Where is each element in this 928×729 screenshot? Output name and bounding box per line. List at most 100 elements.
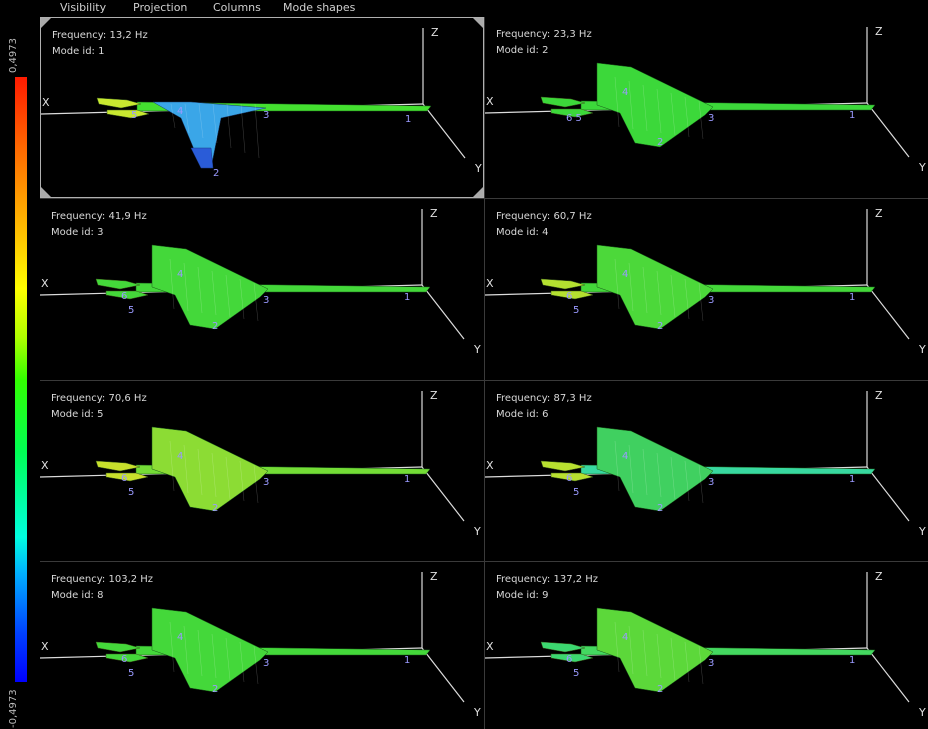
wing-grid-line xyxy=(253,464,259,504)
wing-grid-line xyxy=(656,270,662,316)
selection-corner-handle[interactable] xyxy=(41,187,51,197)
y-axis-label: Y xyxy=(918,525,926,538)
wing-grid-line xyxy=(197,448,203,496)
tail-upper-mesh xyxy=(540,641,586,653)
wing-grid-line xyxy=(684,96,690,138)
z-axis-label: Z xyxy=(430,570,438,583)
mode-panel[interactable]: X Z Y 6 5 4 3 1 2 Frequency: 23,3 Hz Mode id: 2 xyxy=(485,17,928,198)
wing-grid-line xyxy=(684,460,690,502)
wing-grid-line xyxy=(169,258,175,310)
node-label: 3 xyxy=(263,658,269,669)
x-axis-label: X xyxy=(41,459,49,472)
menu-bar: Visibility Projection Columns Mode shape… xyxy=(0,0,928,15)
wing-mesh xyxy=(596,244,714,330)
wing-grid-line xyxy=(184,103,190,134)
mode-shape-view: X Z Y 65 4 3 1 2 xyxy=(485,389,926,538)
wing-mesh xyxy=(596,62,714,148)
node-label: 6 xyxy=(121,291,127,302)
grid-divider xyxy=(40,380,928,381)
wing-grid-line xyxy=(670,637,676,681)
tail-lower-mesh xyxy=(106,109,150,119)
node-label: 1 xyxy=(404,655,410,666)
tail-upper-mesh xyxy=(540,460,586,472)
mode-shape-view: X Z Y 65 4 3 1 2 xyxy=(40,570,481,719)
mode-panel[interactable]: X Z Y 6 5 4 3 1 2 Frequency: 70,6 Hz Mode id: 5 xyxy=(40,381,484,562)
selection-corner-handle[interactable] xyxy=(473,18,483,28)
node-label: 3 xyxy=(708,113,714,124)
tail-lower-mesh xyxy=(550,472,594,482)
tail-upper-mesh xyxy=(540,96,586,108)
y-axis-label: Y xyxy=(474,162,482,175)
tail-upper-mesh xyxy=(540,278,586,290)
node-label: 4 xyxy=(622,632,628,643)
mode-shape-view: X Z Y 65 4 3 1 2 xyxy=(40,207,481,356)
node-label: 2 xyxy=(657,321,663,332)
tail-upper-mesh xyxy=(95,278,141,290)
mode-shape-view: X Z Y 5 4 3 1 2 xyxy=(41,26,482,179)
node-label: 1 xyxy=(849,292,855,303)
frequency-label: Frequency: 13,2 Hz xyxy=(52,30,148,41)
node-label: 3 xyxy=(263,295,269,306)
menu-columns[interactable]: Columns xyxy=(213,1,261,14)
selection-corner-handle[interactable] xyxy=(473,187,483,197)
y-axis-line xyxy=(422,103,466,159)
frequency-label: Frequency: 137,2 Hz xyxy=(496,574,599,585)
node-label: 3 xyxy=(708,295,714,306)
node-label: 2 xyxy=(213,168,219,179)
color-scale-bar xyxy=(15,77,27,682)
wing-grid-line xyxy=(642,629,648,677)
mode-id-label: Mode id: 3 xyxy=(51,227,104,238)
y-axis-line xyxy=(421,284,465,340)
wing-grid-line xyxy=(614,258,620,310)
node-label: 1 xyxy=(849,110,855,121)
mode-panel[interactable]: X Z Y 6 5 4 3 1 2 Frequency: 137,2 Hz Mode id: 9 xyxy=(485,562,928,729)
y-axis-label: Y xyxy=(918,161,926,174)
mode-panel[interactable]: X Z Y 5 4 3 1 2 Frequency: 13,2 Hz Mode id: 1 xyxy=(40,17,484,198)
mode-shape-view: X Z Y 65 4 3 1 2 xyxy=(485,570,926,719)
z-axis-label: Z xyxy=(431,26,439,39)
wing-grid-line xyxy=(169,440,175,492)
mode-id-label: Mode id: 5 xyxy=(51,409,104,420)
y-axis-label: Y xyxy=(918,706,926,719)
node-label: 3 xyxy=(708,658,714,669)
selection-corner-handle[interactable] xyxy=(41,18,51,28)
frequency-label: Frequency: 87,3 Hz xyxy=(496,393,592,404)
wing-grid-line xyxy=(656,88,662,134)
color-scale-min-label: -0,4973 xyxy=(8,689,19,728)
wing-grid-line xyxy=(642,84,648,132)
wing-grid-line xyxy=(670,274,676,318)
wing-grid-line xyxy=(226,103,232,149)
mode-panel[interactable]: X Z Y 6 5 4 3 1 2 Frequency: 60,7 Hz Mode id: 4 xyxy=(485,199,928,380)
node-label: 2 xyxy=(657,503,663,514)
node-label: 5 xyxy=(573,305,579,316)
menu-projection[interactable]: Projection xyxy=(133,1,188,14)
tail-lower-mesh xyxy=(550,290,594,300)
wing-grid-line xyxy=(211,633,217,679)
menu-visibility[interactable]: Visibility xyxy=(60,1,107,14)
x-axis-label: X xyxy=(486,459,494,472)
y-axis-line xyxy=(866,284,910,340)
mode-panel[interactable]: X Z Y 6 5 4 3 1 2 Frequency: 103,2 Hz Mode id: 8 xyxy=(40,562,484,729)
tail-lower-mesh xyxy=(105,653,149,663)
wing-mesh xyxy=(151,607,269,693)
wing-grid-line xyxy=(670,456,676,500)
node-label: 3 xyxy=(263,110,269,121)
wing-mesh xyxy=(151,426,269,512)
mode-panel[interactable]: X Z Y 6 5 4 3 1 2 Frequency: 41,9 Hz Mode id: 3 xyxy=(40,199,484,380)
wing-grid-line xyxy=(698,282,704,322)
x-axis-label: X xyxy=(41,640,49,653)
mode-shape-view: X Z Y 65 4 3 1 2 xyxy=(40,389,481,538)
x-axis-label: X xyxy=(486,95,494,108)
mode-id-label: Mode id: 4 xyxy=(496,227,549,238)
z-axis-label: Z xyxy=(430,389,438,402)
tail-lower-mesh xyxy=(105,290,149,300)
menu-mode-shapes[interactable]: Mode shapes xyxy=(283,1,356,14)
wing-grid-line xyxy=(656,633,662,679)
node-label: 2 xyxy=(212,684,218,695)
wing-grid-line xyxy=(253,645,259,685)
color-scale-max-label: 0,4973 xyxy=(8,38,19,73)
frequency-label: Frequency: 60,7 Hz xyxy=(496,211,592,222)
wing-grid-line xyxy=(628,444,634,494)
mode-panel[interactable]: X Z Y 6 5 4 3 1 2 Frequency: 87,3 Hz Mode id: 6 xyxy=(485,381,928,562)
node-label: 1 xyxy=(405,114,411,125)
